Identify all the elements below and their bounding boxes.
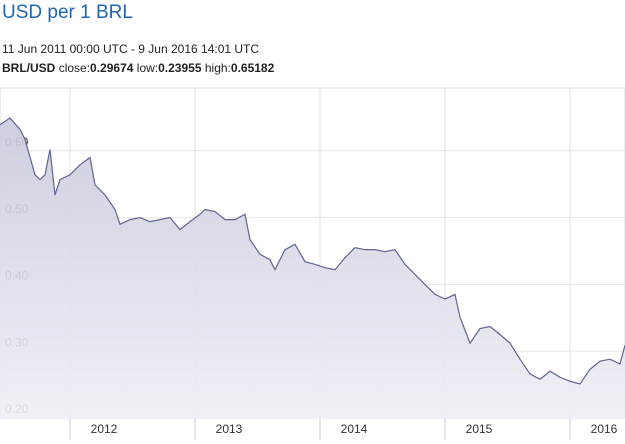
x-tick-label: 2015 [466,422,493,436]
date-range: 11 Jun 2011 00:00 UTC - 9 Jun 2016 14:01… [2,42,260,56]
x-tick-label: 2014 [341,422,368,436]
pair: BRL/USD [2,61,56,75]
x-tick-label: 2016 [591,422,618,436]
low-value: 0.23955 [158,61,202,75]
close-label: close: [58,61,91,75]
close-value: 0.29674 [90,61,134,75]
chart-title: USD per 1 BRL [2,2,133,23]
area-fill [0,118,625,418]
series-line [0,117,625,385]
stats: BRL/USD close:0.29674 low:0.23955 high:0… [2,61,274,75]
high-value: 0.65182 [230,61,275,75]
high-label: high: [204,61,231,75]
low-label: low: [136,61,159,75]
x-tick-label: 2013 [216,422,243,436]
x-tick-label: 2012 [91,422,118,436]
